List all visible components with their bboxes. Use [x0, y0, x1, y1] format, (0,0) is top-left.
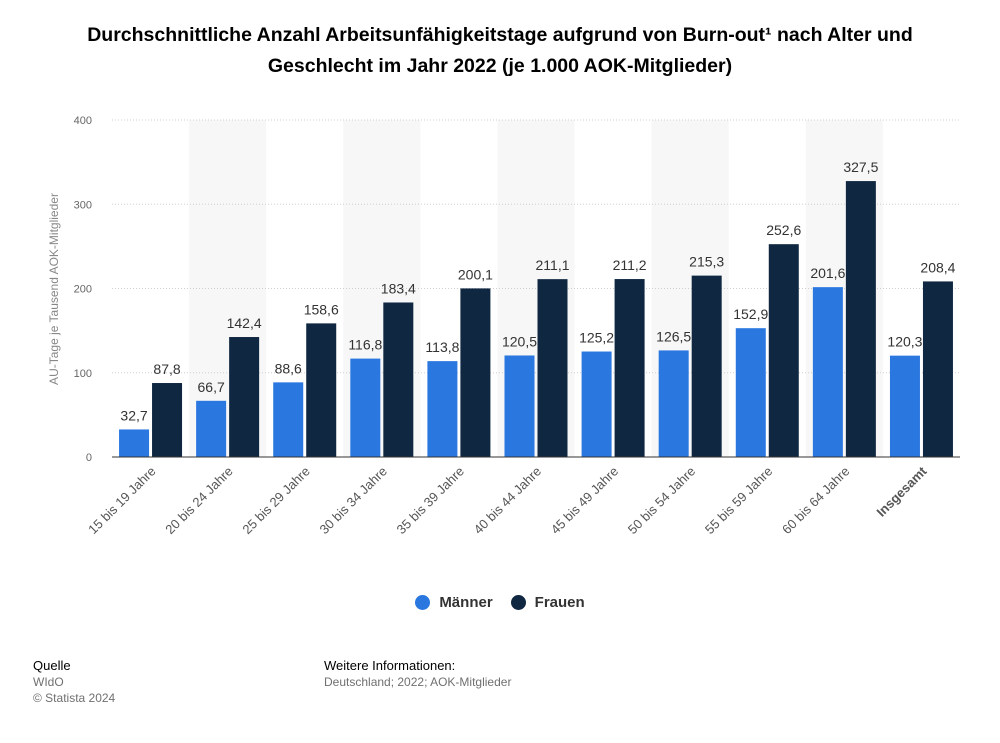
data-label: 66,7 [198, 379, 225, 395]
y-tick-label: 400 [74, 115, 92, 127]
x-tick-label: 15 bis 19 Jahre [85, 464, 158, 537]
x-tick-label: 30 bis 34 Jahre [316, 464, 389, 537]
legend-marker-maenner [415, 595, 431, 610]
legend-label-frauen: Frauen [534, 594, 585, 611]
legend-marker-frauen [510, 595, 526, 610]
y-tick-label: 200 [74, 284, 92, 296]
data-label: 327,5 [843, 159, 878, 175]
y-axis-label: AU-Tage je Tausend AOK-Mitglieder [47, 193, 61, 385]
bar-maenner [658, 350, 689, 457]
data-label: 211,1 [536, 257, 570, 273]
bar-maenner [889, 355, 920, 457]
data-label: 87,8 [153, 361, 180, 377]
data-label: 201,6 [810, 265, 845, 281]
legend-label-maenner: Männer [439, 594, 493, 611]
data-label: 142,4 [227, 315, 262, 331]
bar-frauen [614, 279, 645, 457]
bar-frauen [537, 279, 568, 457]
source-block: Quelle WIdO © Statista 2024 [33, 658, 115, 706]
data-label: 183,4 [381, 280, 416, 296]
bar-frauen [306, 323, 337, 457]
bar-frauen [845, 181, 876, 458]
data-label: 200,1 [458, 266, 493, 282]
y-tick-label: 0 [86, 452, 92, 464]
source-heading: Quelle [33, 658, 71, 673]
x-tick-label: 40 bis 44 Jahre [471, 464, 544, 537]
data-label: 116,8 [348, 337, 382, 353]
data-label: 158,6 [304, 301, 339, 317]
bar-frauen [383, 302, 414, 457]
data-label: 120,5 [502, 333, 537, 349]
bar-frauen [460, 288, 491, 457]
bar-maenner [196, 400, 227, 457]
data-label: 88,6 [275, 360, 302, 376]
x-tick-label: 60 bis 64 Jahre [779, 464, 852, 537]
data-label: 126,5 [656, 328, 691, 344]
bar-maenner [735, 328, 766, 457]
bar-frauen [691, 275, 722, 457]
data-label: 152,9 [733, 306, 768, 322]
y-tick-label: 300 [74, 199, 92, 211]
bar-maenner [504, 355, 535, 457]
data-label: 215,3 [689, 254, 724, 270]
x-tick-label: 20 bis 24 Jahre [162, 464, 235, 537]
x-tick-label: 50 bis 54 Jahre [625, 464, 698, 537]
legend-item-frauen[interactable]: Frauen [510, 594, 585, 611]
copyright: © Statista 2024 [33, 691, 116, 705]
info-text: Deutschland; 2022; AOK-Mitglieder [324, 675, 512, 689]
data-label: 208,4 [920, 259, 955, 275]
data-label: 113,8 [425, 339, 459, 355]
bar-maenner [427, 361, 458, 457]
legend-item-maenner[interactable]: Männer [415, 594, 493, 611]
bar-maenner [350, 358, 381, 457]
x-tick-label: Insgesamt [873, 463, 930, 520]
y-axis-ticks: 0 100 200 300 400 [74, 115, 92, 464]
bar-maenner [273, 382, 304, 457]
data-label: 32,7 [120, 407, 147, 423]
bar-frauen [152, 383, 183, 457]
chart-title: Durchschnittliche Anzahl Arbeitsunfähigk… [87, 24, 913, 77]
x-tick-label: 45 bis 49 Jahre [548, 464, 621, 537]
data-label: 125,2 [579, 330, 614, 346]
info-heading: Weitere Informationen: [324, 658, 456, 673]
value-labels: 32,7 66,7 88,6 116,8 113,8 120,5 125,2 126,5 152… [120, 159, 955, 423]
info-block: Weitere Informationen: Deutschland; 2022… [324, 658, 511, 690]
bar-maenner [581, 351, 612, 457]
source-name[interactable]: WIdO [33, 675, 64, 689]
data-label: 120,3 [887, 334, 922, 350]
x-tick-label: 55 bis 59 Jahre [702, 464, 775, 537]
bars [119, 181, 953, 458]
x-axis-ticks: 15 bis 19 Jahre 20 bis 24 Jahre 25 bis 29 … [85, 463, 930, 537]
bar-maenner [812, 287, 843, 457]
bar-frauen [922, 281, 953, 457]
data-label: 252,6 [766, 222, 801, 238]
x-tick-label: 35 bis 39 Jahre [394, 464, 467, 537]
data-label: 211,2 [613, 257, 647, 273]
legend: Männer Frauen [0, 594, 1000, 611]
x-tick-label: 25 bis 29 Jahre [239, 464, 312, 537]
y-tick-label: 100 [74, 368, 92, 380]
bar-frauen [229, 337, 260, 457]
bar-maenner [119, 429, 150, 457]
bar-frauen [768, 244, 799, 457]
